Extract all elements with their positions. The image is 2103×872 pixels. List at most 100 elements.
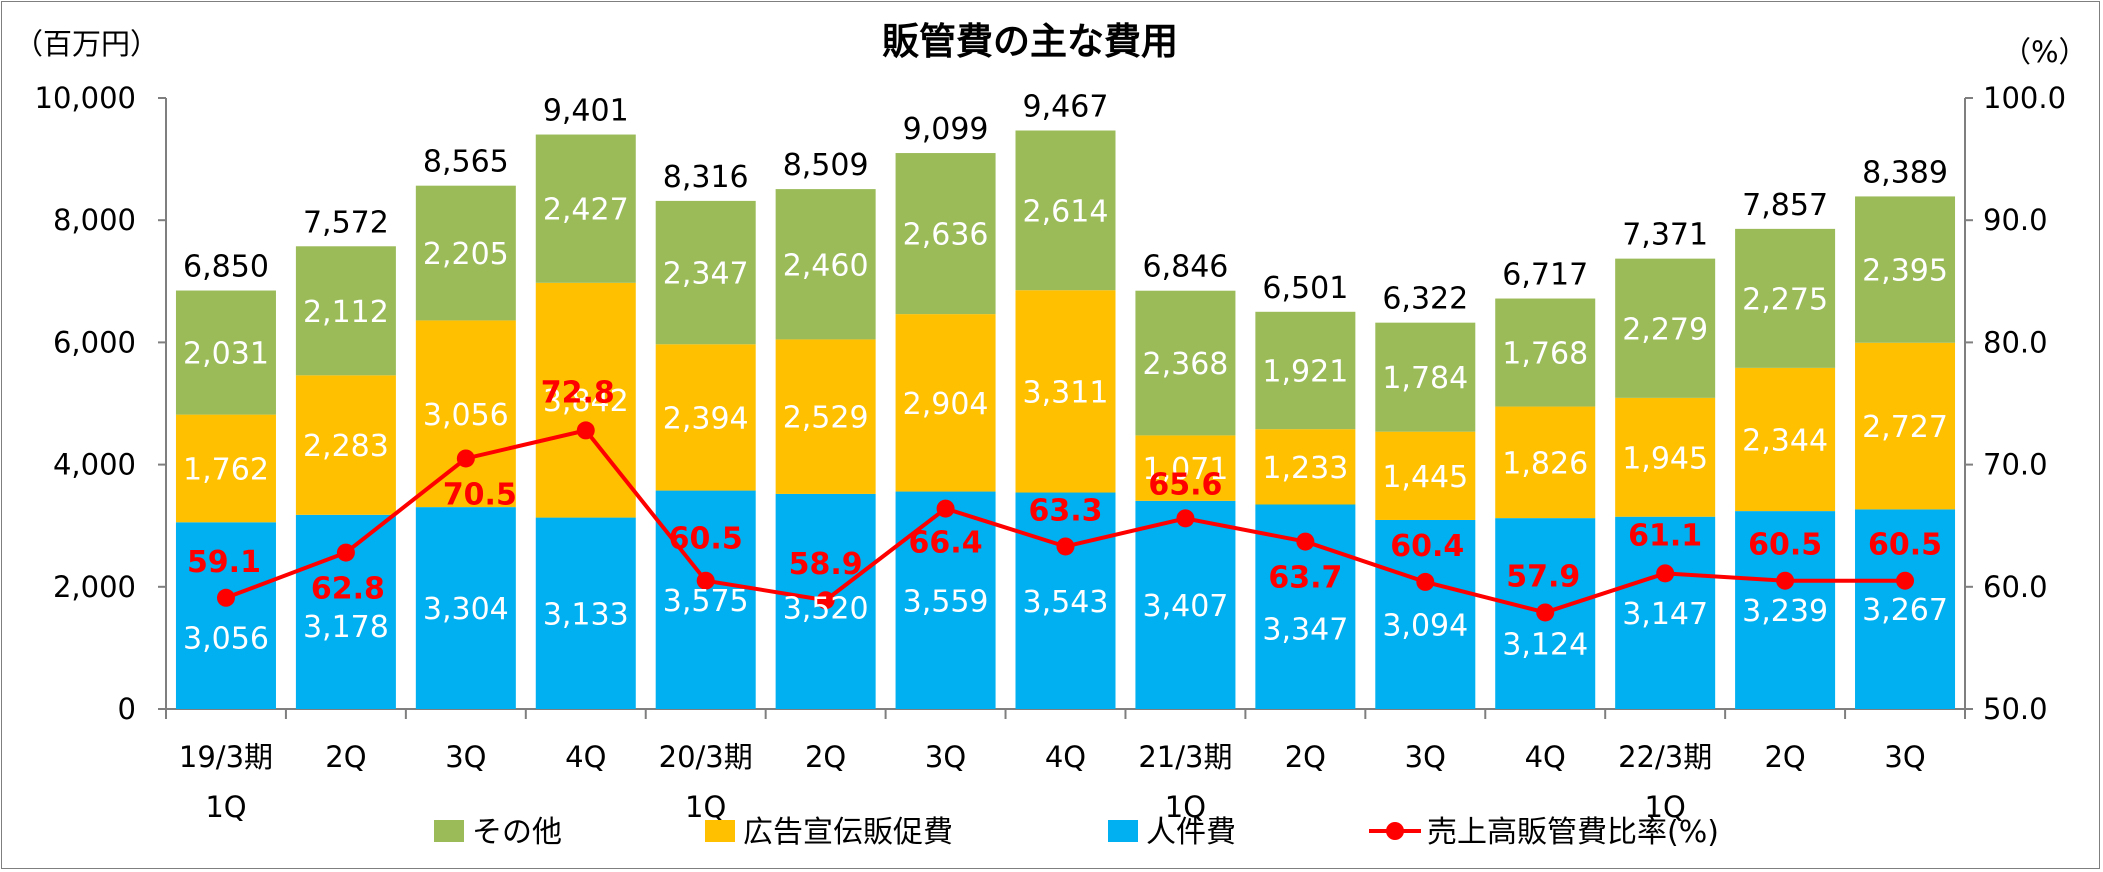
ratio-value-label: 60.5 [669, 522, 743, 557]
advertising-value-label: 1,762 [183, 452, 269, 487]
x-tick-label: 3Q [445, 740, 486, 774]
advertising-bar-segment [1375, 431, 1476, 520]
right-axis-unit: （%） [2002, 35, 2088, 69]
personnel-bar-segment [1015, 492, 1116, 709]
advertising-bar-segment [895, 314, 996, 492]
other-value-label: 2,031 [183, 337, 269, 372]
personnel-value-label: 3,559 [903, 584, 989, 619]
right-tick-label: 100.0 [1983, 81, 2066, 115]
ratio-point [576, 421, 595, 440]
advertising-value-label: 2,529 [783, 401, 869, 436]
left-tick-label: 4,000 [53, 448, 136, 482]
left-tick-label: 10,000 [35, 81, 136, 115]
ratio-point [1656, 564, 1675, 583]
other-bar-segment [1855, 196, 1956, 343]
advertising-value-label: 2,727 [1862, 410, 1948, 445]
personnel-bar-segment [535, 517, 636, 709]
total-value-label: 6,846 [1142, 250, 1228, 285]
other-value-label: 2,368 [1142, 347, 1228, 382]
other-bar-segment [1135, 290, 1236, 436]
left-axis-unit: （百万円） [14, 27, 159, 61]
ratio-point [1416, 572, 1435, 591]
x-tick-label: 4Q [1525, 740, 1566, 774]
total-value-label: 9,401 [543, 94, 629, 129]
total-value-label: 8,316 [663, 160, 749, 195]
total-value-label: 7,371 [1622, 218, 1708, 253]
advertising-bar-segment [1855, 342, 1956, 510]
total-value-label: 7,572 [303, 205, 389, 240]
advertising-value-label: 2,283 [303, 429, 389, 464]
ratio-line-layer [216, 421, 1915, 622]
legend-swatch [1108, 820, 1138, 842]
total-value-label: 9,099 [903, 112, 989, 147]
other-bar-segment [655, 200, 756, 345]
personnel-bar-segment [1135, 500, 1236, 709]
other-bar-segment [175, 290, 276, 415]
x-tick-label: 2Q [805, 740, 846, 774]
advertising-bar-segment [175, 414, 276, 523]
other-bar-segment [1495, 298, 1596, 407]
personnel-bar-segment [1615, 516, 1716, 709]
other-value-label: 2,275 [1742, 282, 1828, 317]
right-tick-label: 90.0 [1983, 203, 2048, 237]
total-value-label: 6,850 [183, 250, 269, 285]
ratio-point [456, 449, 475, 468]
ratio-value-label: 59.1 [187, 545, 261, 580]
advertising-bar-segment [415, 320, 516, 508]
personnel-bar-segment [1375, 519, 1476, 709]
ratio-value-label: 66.4 [909, 526, 983, 561]
ratio-value-label: 60.5 [1868, 528, 1942, 563]
ratio-value-label: 57.9 [1506, 559, 1580, 594]
other-bar-segment [1615, 258, 1716, 398]
other-value-label: 2,205 [423, 237, 509, 272]
other-bar-segment [535, 134, 636, 283]
x-tick-label: 4Q [565, 740, 606, 774]
x-tick-label: 20/3期 [659, 740, 753, 774]
ratio-value-label: 60.4 [1390, 529, 1464, 564]
advertising-value-label: 3,842 [543, 384, 629, 419]
other-value-label: 2,636 [903, 218, 989, 253]
x-tick-label: 4Q [1045, 740, 1086, 774]
advertising-bar-segment [1135, 435, 1236, 501]
ratio-point [216, 588, 235, 607]
total-value-label: 7,857 [1742, 188, 1828, 223]
ratio-value-label: 72.8 [541, 375, 615, 410]
ratio-point [1536, 603, 1555, 622]
total-value-label: 8,389 [1862, 155, 1948, 190]
other-bar-segment [295, 246, 396, 376]
ratio-value-label: 60.5 [1748, 528, 1822, 563]
other-bar-segment [1015, 130, 1116, 291]
advertising-value-label: 3,311 [1023, 375, 1109, 410]
advertising-value-label: 1,445 [1382, 460, 1468, 495]
x-tick-label: 19/3期 [179, 740, 273, 774]
ratio-point [936, 499, 955, 518]
other-value-label: 2,395 [1862, 254, 1948, 289]
other-bar-segment [775, 189, 876, 340]
advertising-value-label: 3,056 [423, 398, 509, 433]
advertising-bar-segment [1255, 429, 1356, 505]
advertising-value-label: 1,233 [1262, 451, 1348, 486]
other-bar-segment [415, 185, 516, 321]
data-labels: 3,056 1,762 2,031 6,850 3,178 2,283 2,112 7,572… [183, 90, 1948, 663]
personnel-value-label: 3,133 [543, 597, 629, 632]
legend-label: 人件費 [1146, 815, 1236, 850]
legend-label: 広告宣伝販促費 [743, 815, 953, 850]
other-value-label: 2,427 [543, 193, 629, 228]
personnel-value-label: 3,543 [1023, 585, 1109, 620]
x-tick-label: 2Q [325, 740, 366, 774]
right-tick-label: 60.0 [1983, 570, 2048, 604]
legend-marker [1386, 822, 1404, 840]
ratio-point [1056, 537, 1075, 556]
advertising-value-label: 2,904 [903, 387, 989, 422]
x-tick-label: 1Q [685, 790, 726, 824]
x-tick-label: 1Q [205, 790, 246, 824]
ratio-value-label: 61.1 [1628, 518, 1702, 553]
advertising-bar-segment [1015, 290, 1116, 493]
advertising-bar-segment [1615, 397, 1716, 517]
other-bar-segment [1735, 228, 1836, 368]
other-bar-segment [1255, 311, 1356, 430]
x-tick-label: 2Q [1764, 740, 1805, 774]
left-tick-label: 0 [118, 692, 136, 726]
